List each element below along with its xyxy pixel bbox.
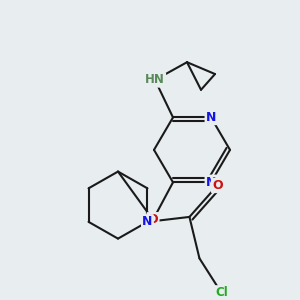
Text: N: N xyxy=(206,176,216,189)
Text: O: O xyxy=(148,213,158,226)
Text: O: O xyxy=(212,179,223,192)
Text: N: N xyxy=(142,215,153,228)
Text: HN: HN xyxy=(145,74,165,86)
Text: Cl: Cl xyxy=(215,286,228,299)
Text: N: N xyxy=(206,111,216,124)
